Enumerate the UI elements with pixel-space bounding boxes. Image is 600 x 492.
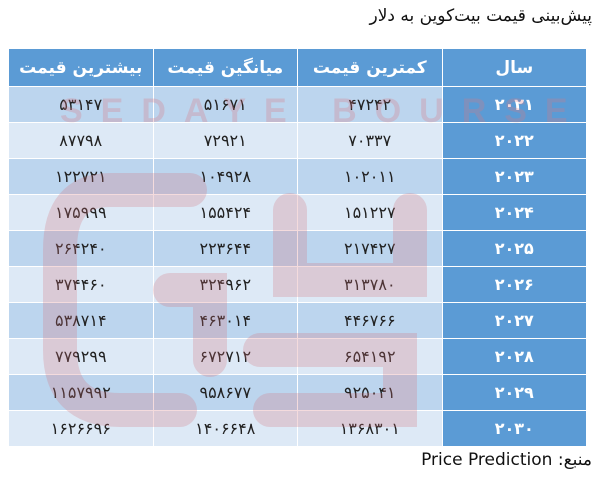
cell-min-price: ۱۵۱۲۲۷ (297, 194, 443, 231)
cell-max-price: ۱۲۲۷۲۱ (8, 158, 154, 195)
cell-max-price: ۵۳۸۷۱۴ (8, 302, 154, 339)
table-row: ۲۰۲۳ ۱۰۲۰۱۱ ۱۰۴۹۲۸ ۱۲۲۷۲۱ (8, 158, 587, 195)
cell-max-price: ۱۷۵۹۹۹ (8, 194, 154, 231)
table-row: ۲۰۲۸ ۶۵۴۱۹۲ ۶۷۲۷۱۲ ۷۷۹۲۹۹ (8, 338, 587, 375)
cell-avg-price: ۱۵۵۴۲۴ (152, 194, 298, 231)
cell-min-price: ۴۴۶۷۶۶ (297, 302, 443, 339)
cell-year: ۲۰۲۳ (441, 158, 587, 195)
cell-year: ۲۰۲۴ (441, 194, 587, 231)
cell-avg-price: ۲۲۳۶۴۴ (152, 230, 298, 267)
cell-max-price: ۱۱۵۷۹۹۲ (8, 374, 154, 411)
cell-avg-price: ۳۲۴۹۶۲ (152, 266, 298, 303)
header-max-price: بیشترین قیمت (8, 48, 154, 87)
table-row: ۲۰۳۰ ۱۳۶۸۳۰۱ ۱۴۰۶۶۴۸ ۱۶۲۶۶۹۶ (8, 410, 587, 447)
cell-year: ۲۰۳۰ (441, 410, 587, 447)
cell-max-price: ۲۶۴۲۴۰ (8, 230, 154, 267)
cell-min-price: ۱۳۶۸۳۰۱ (297, 410, 443, 447)
table-row: ۲۰۲۴ ۱۵۱۲۲۷ ۱۵۵۴۲۴ ۱۷۵۹۹۹ (8, 194, 587, 231)
cell-min-price: ۲۱۷۴۲۷ (297, 230, 443, 267)
table-row: ۲۰۲۷ ۴۴۶۷۶۶ ۴۶۳۰۱۴ ۵۳۸۷۱۴ (8, 302, 587, 339)
source-note: منبع: Price Prediction (421, 450, 592, 470)
cell-year: ۲۰۲۹ (441, 374, 587, 411)
cell-min-price: ۳۱۳۷۸۰ (297, 266, 443, 303)
source-value: Price Prediction (421, 450, 553, 470)
cell-avg-price: ۹۵۸۶۷۷ (152, 374, 298, 411)
cell-max-price: ۱۶۲۶۶۹۶ (8, 410, 154, 447)
cell-year: ۲۰۲۸ (441, 338, 587, 375)
cell-max-price: ۸۷۷۹۸ (8, 122, 154, 159)
cell-avg-price: ۴۶۳۰۱۴ (152, 302, 298, 339)
cell-min-price: ۷۰۳۳۷ (297, 122, 443, 159)
header-avg-price: میانگین قیمت (152, 48, 298, 87)
cell-year: ۲۰۲۷ (441, 302, 587, 339)
table-row: ۲۰۲۵ ۲۱۷۴۲۷ ۲۲۳۶۴۴ ۲۶۴۲۴۰ (8, 230, 587, 267)
cell-min-price: ۹۲۵۰۴۱ (297, 374, 443, 411)
source-label: منبع: (557, 450, 592, 470)
table-row: ۲۰۲۶ ۳۱۳۷۸۰ ۳۲۴۹۶۲ ۳۷۴۴۶۰ (8, 266, 587, 303)
cell-avg-price: ۵۱۶۷۱ (152, 86, 298, 123)
cell-avg-price: ۶۷۲۷۱۲ (152, 338, 298, 375)
header-year: سال (441, 48, 587, 87)
table-row: ۲۰۲۱ ۴۷۲۴۲ ۵۱۶۷۱ ۵۳۱۴۷ (8, 86, 587, 123)
header-min-price: کمترین قیمت (297, 48, 443, 87)
cell-year: ۲۰۲۵ (441, 230, 587, 267)
cell-year: ۲۰۲۶ (441, 266, 587, 303)
cell-min-price: ۶۵۴۱۹۲ (297, 338, 443, 375)
cell-year: ۲۰۲۱ (441, 86, 587, 123)
table-header-row: سال کمترین قیمت میانگین قیمت بیشترین قیم… (8, 48, 587, 87)
cell-max-price: ۵۳۱۴۷ (8, 86, 154, 123)
cell-avg-price: ۱۴۰۶۶۴۸ (152, 410, 298, 447)
cell-min-price: ۴۷۲۴۲ (297, 86, 443, 123)
table-row: ۲۰۲۹ ۹۲۵۰۴۱ ۹۵۸۶۷۷ ۱۱۵۷۹۹۲ (8, 374, 587, 411)
table-row: ۲۰۲۲ ۷۰۳۳۷ ۷۲۹۲۱ ۸۷۷۹۸ (8, 122, 587, 159)
cell-max-price: ۳۷۴۴۶۰ (8, 266, 154, 303)
cell-min-price: ۱۰۲۰۱۱ (297, 158, 443, 195)
cell-year: ۲۰۲۲ (441, 122, 587, 159)
cell-max-price: ۷۷۹۲۹۹ (8, 338, 154, 375)
cell-avg-price: ۱۰۴۹۲۸ (152, 158, 298, 195)
cell-avg-price: ۷۲۹۲۱ (152, 122, 298, 159)
page-title: پیش‌بینی قیمت بیت‌کوین به دلار (369, 6, 592, 26)
price-prediction-table: سال کمترین قیمت میانگین قیمت بیشترین قیم… (8, 48, 587, 447)
